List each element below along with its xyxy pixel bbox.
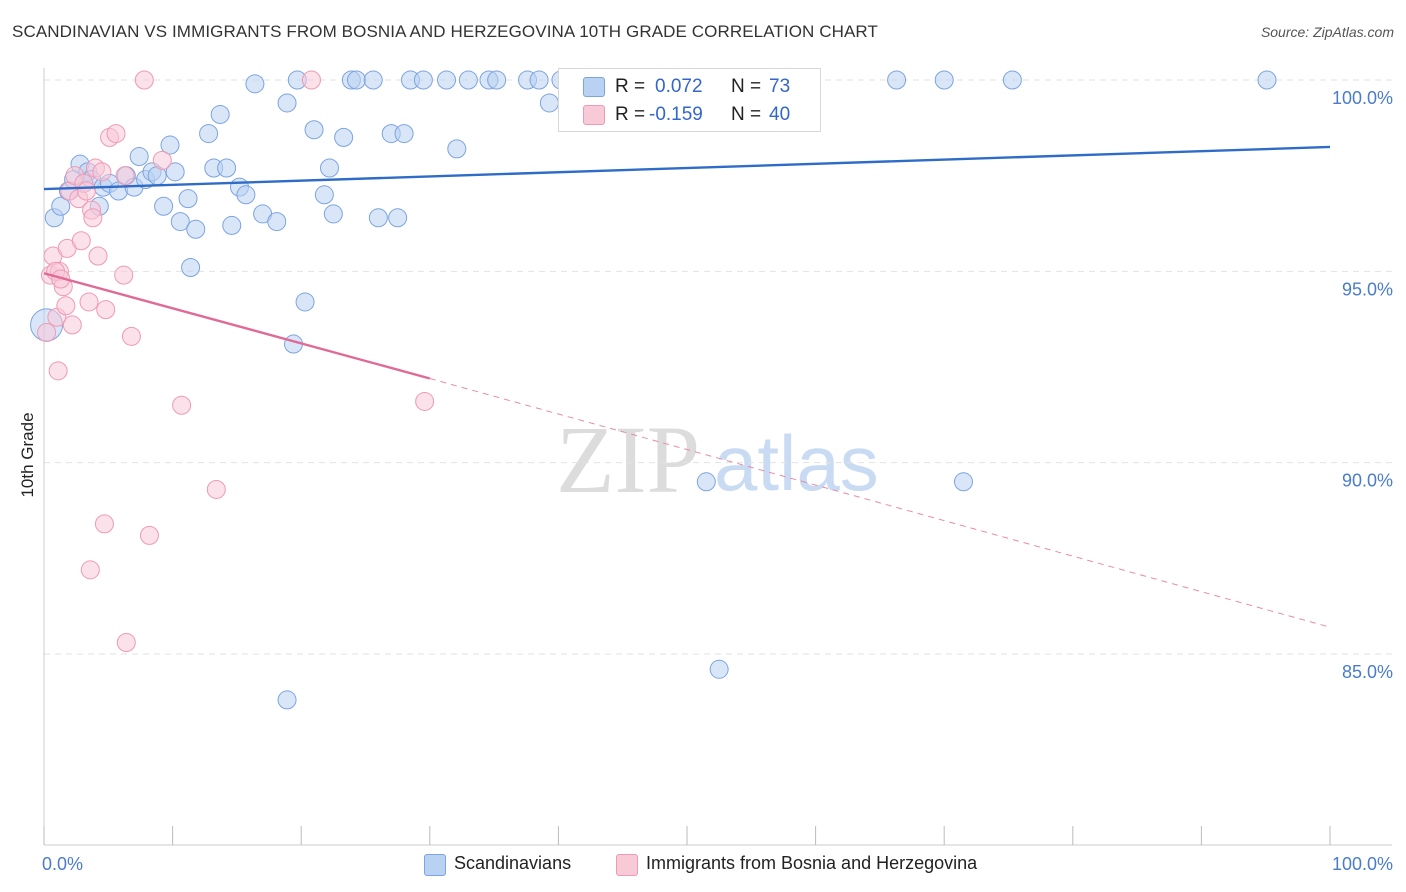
scandinavian-point — [934, 70, 954, 90]
scandinavian-point — [245, 74, 265, 94]
scandinavian-point — [277, 690, 297, 710]
bosnia-trend-line — [43, 272, 431, 380]
scandinavian-point — [217, 158, 237, 178]
bosnia-point — [62, 315, 82, 335]
scandinavian-point — [487, 70, 507, 90]
scandinavian-point — [222, 215, 242, 235]
source-note: Source: ZipAtlas.com — [1260, 24, 1394, 40]
scandinavian-point — [709, 659, 729, 679]
bosnia-point — [115, 166, 135, 186]
scandinavian-point — [1257, 70, 1277, 90]
scandinavian-point — [51, 196, 71, 216]
legend-n-value: 73 — [769, 76, 791, 97]
scandinavian-point — [529, 70, 549, 90]
scandinavian-point — [323, 204, 343, 224]
scandinavian-point — [437, 70, 457, 90]
legend-row-scandinavians: R = 0.072 N = 73 — [559, 72, 819, 100]
bottom-legend-swatch-bosnia — [616, 854, 638, 876]
scandinavian-point — [181, 258, 201, 278]
scandinavian-point — [165, 162, 185, 182]
bosnia-point — [76, 181, 96, 201]
scandinavian-trend-line — [43, 145, 1331, 191]
bosnia-point — [139, 525, 159, 545]
scandinavian-point — [277, 93, 297, 113]
y-tick-label: 100.0% — [1332, 88, 1393, 108]
bottom-legend-label-bosnia: Immigrants from Bosnia and Herzegovina — [646, 853, 978, 873]
scandinavian-point — [267, 212, 287, 232]
bosnia-point — [121, 326, 141, 346]
watermark-zip: ZIP — [556, 406, 700, 513]
scandinavian-point — [186, 219, 206, 239]
scandinavian-point — [178, 189, 198, 209]
bottom-legend-label-scandinavians: Scandinavians — [454, 853, 572, 873]
bosnia-point — [301, 70, 321, 90]
legend-box: R = 0.072 N = 73 R = -0.159 N = 40 — [558, 68, 821, 132]
scandinavian-point — [160, 135, 180, 155]
bosnia-point — [206, 479, 226, 499]
y-tick-label: 90.0% — [1342, 471, 1393, 491]
scandinavian-point — [388, 208, 408, 228]
scandinavian-point — [346, 70, 366, 90]
scandinavian-point — [1002, 70, 1022, 90]
legend-n-label: N = — [731, 104, 762, 125]
bottom-legend-swatch-scandinavians — [424, 854, 446, 876]
y-tick-label: 85.0% — [1342, 662, 1393, 682]
bosnia-point — [172, 395, 192, 415]
scandinavian-point — [887, 70, 907, 90]
bosnia-point — [415, 391, 435, 411]
bosnia-trend-line-extension — [429, 377, 1331, 628]
bosnia-point — [134, 70, 154, 90]
scandinavian-point — [394, 124, 414, 144]
bosnia-point — [56, 296, 76, 316]
scandinavian-point — [368, 208, 388, 228]
scandinavian-point — [314, 185, 334, 205]
scandinavian-point — [539, 93, 559, 113]
scandinavian-point — [413, 70, 433, 90]
scandinavian-point — [319, 158, 339, 178]
bosnia-point — [71, 231, 91, 251]
scandinavian-point — [295, 292, 315, 312]
scandinavian-point — [129, 147, 149, 167]
scandinavian-point — [334, 127, 354, 147]
y-tick-label: 95.0% — [1342, 279, 1393, 299]
bosnia-point — [106, 124, 126, 144]
bosnia-point — [114, 265, 134, 285]
bosnia-point — [80, 560, 100, 580]
legend-row-bosnia: R = -0.159 N = 40 — [559, 100, 819, 128]
bosnia-point — [79, 292, 99, 312]
legend-swatch-scandinavians — [583, 77, 605, 97]
bosnia-point — [88, 246, 108, 266]
bosnia-point — [37, 323, 57, 343]
scandinavian-point — [199, 124, 219, 144]
bosnia-point — [48, 361, 68, 381]
bosnia-point — [96, 300, 116, 320]
scandinavian-point — [210, 104, 230, 124]
x-tick-label-max: 100.0% — [1332, 854, 1393, 874]
scandinavian-point — [447, 139, 467, 159]
x-tick-label-min: 0.0% — [42, 854, 83, 874]
legend-n-label: N = — [731, 76, 762, 97]
legend-r-label: R = — [615, 76, 646, 97]
legend-swatch-bosnia — [583, 105, 605, 125]
bosnia-point — [116, 633, 136, 653]
bosnia-point — [83, 208, 103, 228]
bosnia-point — [94, 514, 114, 534]
bosnia-point — [92, 162, 112, 182]
legend-r-value: 0.072 — [655, 76, 703, 97]
scandinavian-point — [696, 472, 716, 492]
legend-r-value: -0.159 — [649, 104, 703, 125]
scandinavian-point — [154, 196, 174, 216]
scandinavian-point — [953, 472, 973, 492]
scandinavian-point — [236, 185, 256, 205]
scandinavian-point — [458, 70, 478, 90]
legend-r-label: R = — [615, 104, 646, 125]
scandinavian-point — [363, 70, 383, 90]
scandinavian-point — [170, 212, 190, 232]
legend-n-value: 40 — [769, 104, 791, 125]
bosnia-point — [152, 150, 172, 170]
chart-title: SCANDINAVIAN VS IMMIGRANTS FROM BOSNIA A… — [12, 22, 878, 41]
scandinavian-point — [304, 120, 324, 140]
